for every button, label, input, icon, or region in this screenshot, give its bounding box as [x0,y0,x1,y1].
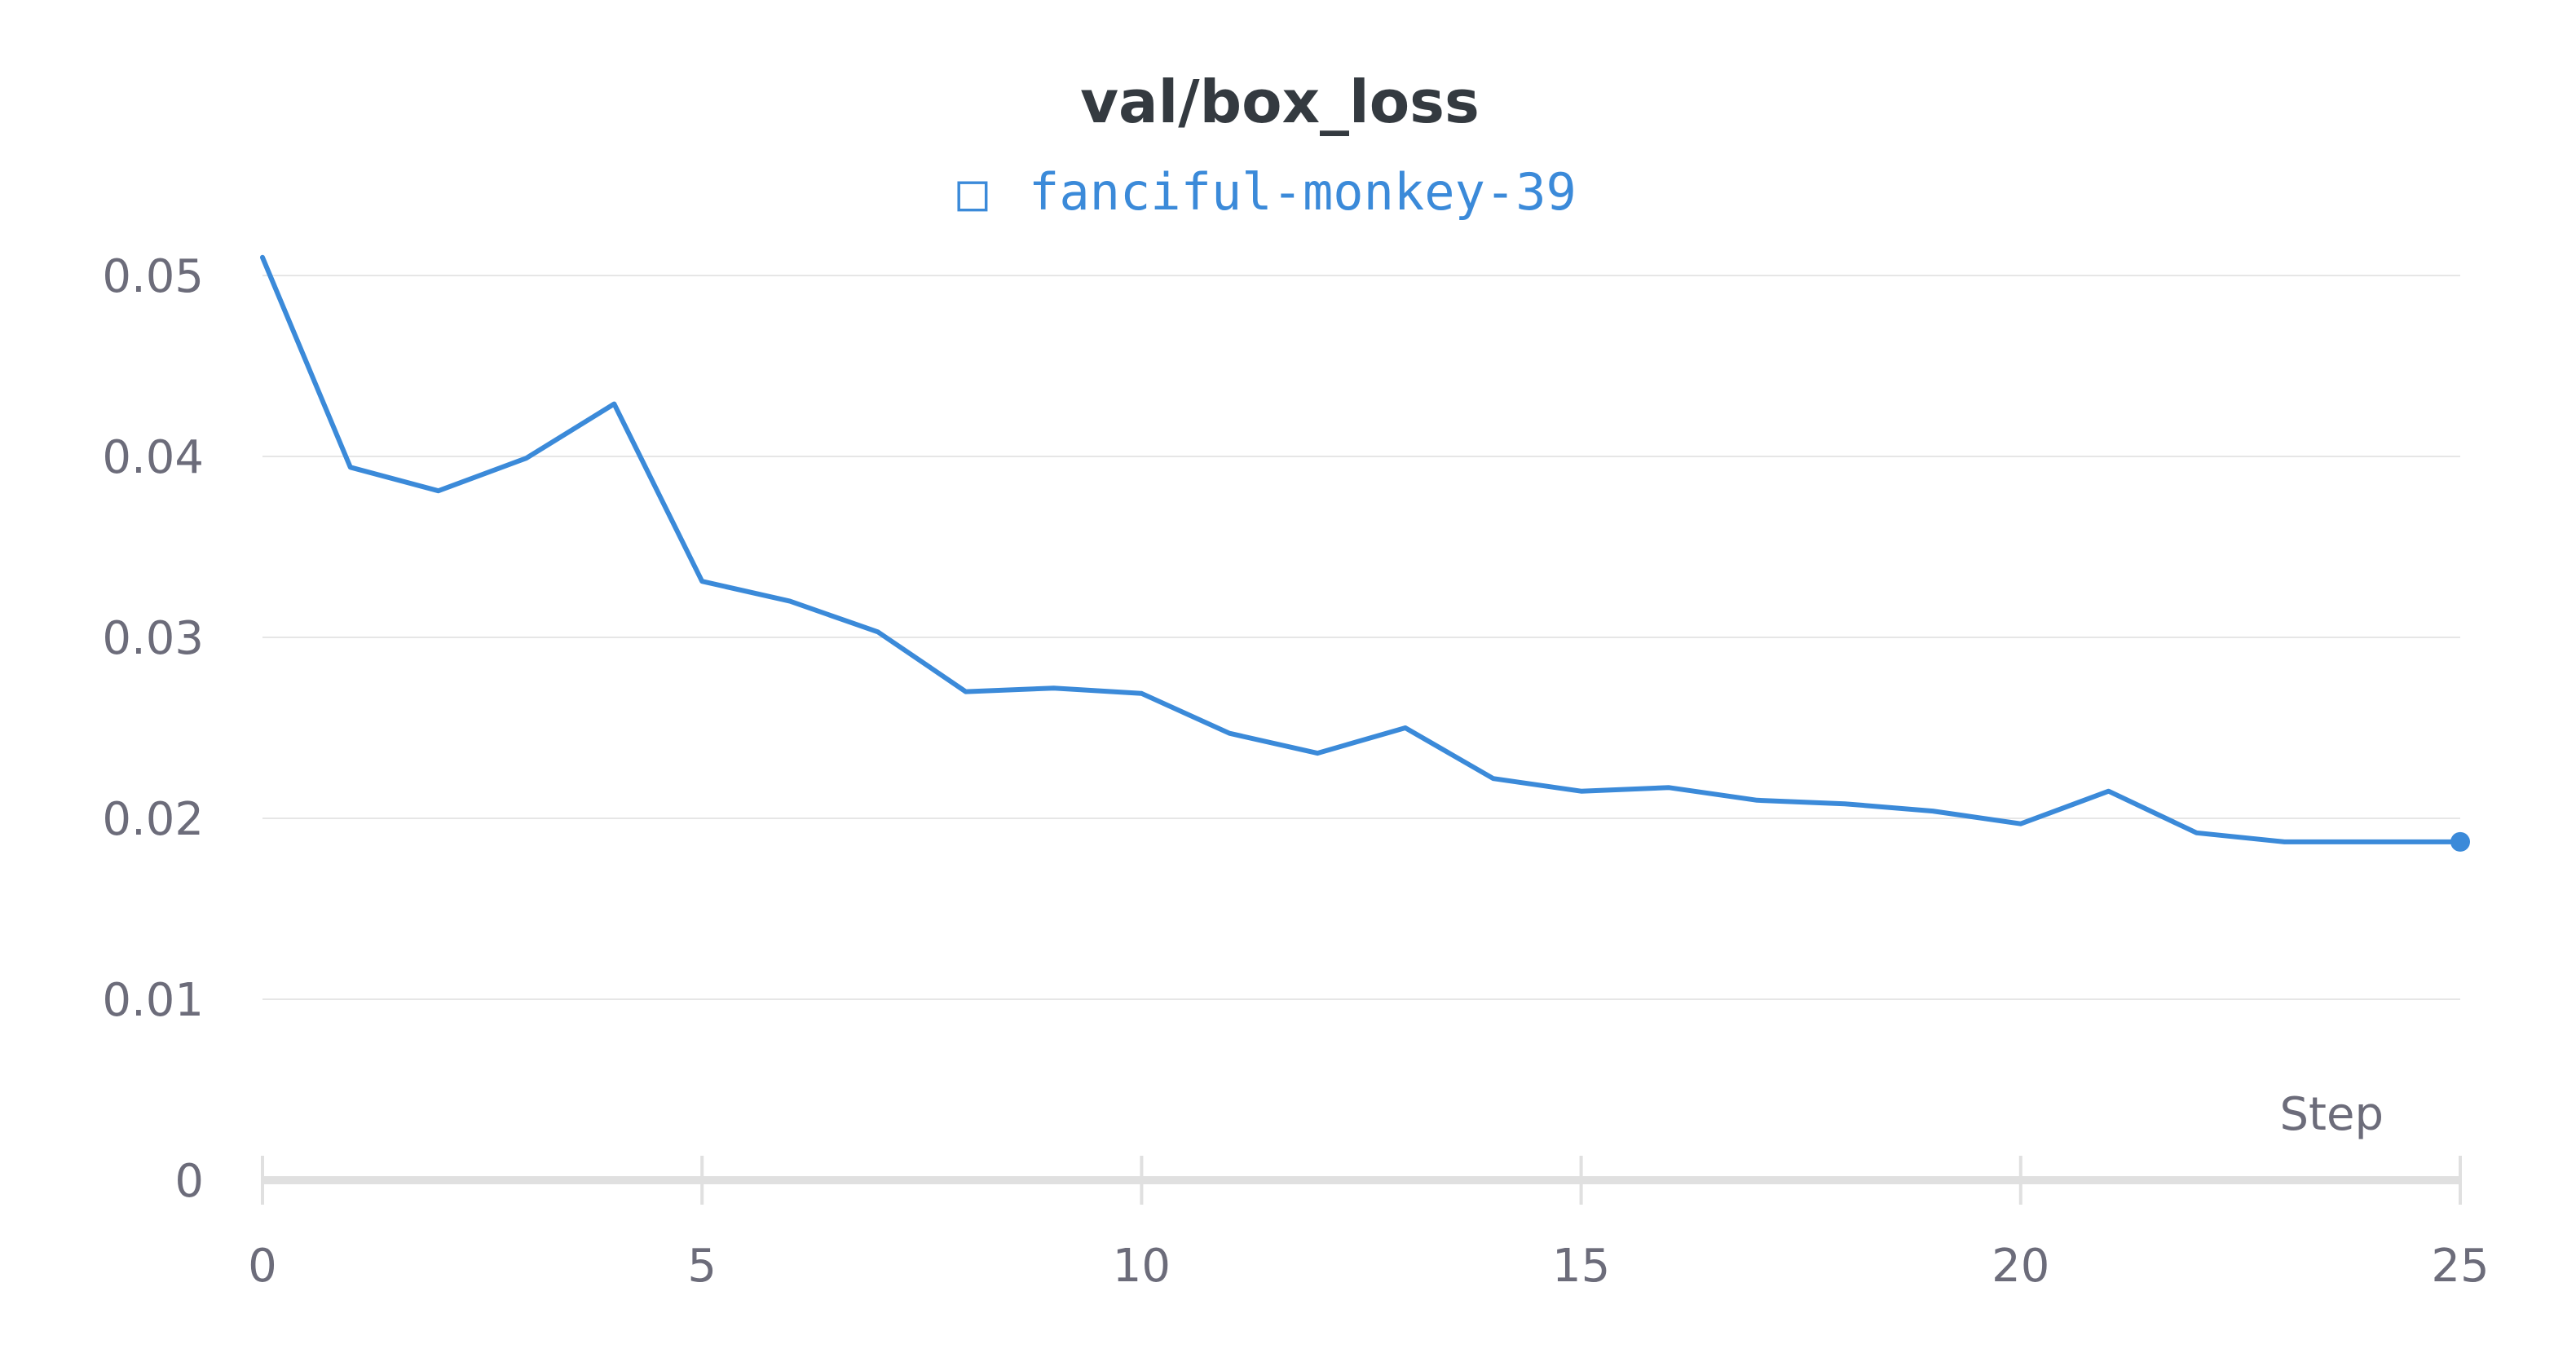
y-tick-label: 0 [174,1155,204,1208]
x-tick-label: 5 [687,1240,717,1293]
series-point[interactable] [873,627,883,637]
series-point[interactable] [2191,828,2201,838]
y-tick-label: 0.02 [102,793,204,846]
x-tick-label: 0 [248,1240,277,1293]
series-point[interactable] [961,687,971,697]
y-tick-label: 0.01 [102,974,204,1027]
x-axis-title: Step [2279,1088,2384,1141]
x-tick-label: 25 [2431,1240,2489,1293]
x-axis [261,1156,2462,1205]
legend-label: fanciful-monkey-39 [1029,162,1577,222]
series-point[interactable] [1489,773,1498,783]
series-point[interactable] [609,399,619,409]
series-point[interactable] [2016,819,2026,829]
series-layer [258,253,2470,852]
series-point[interactable] [2104,787,2114,796]
x-tick-label: 20 [1992,1240,2049,1293]
series-point[interactable] [434,486,443,496]
series-point[interactable] [1049,683,1059,693]
series-point[interactable] [1224,729,1234,738]
series-end-point[interactable] [2450,831,2470,852]
y-tick-labels: 0 0.01 0.02 0.03 0.04 0.05 [102,250,204,1208]
series-point[interactable] [346,462,355,472]
series-point[interactable] [1752,795,1762,805]
series-point[interactable] [1312,748,1322,758]
series-point[interactable] [258,253,267,262]
series-point[interactable] [697,576,707,586]
series-point[interactable] [785,597,795,606]
series-point[interactable] [1840,799,1850,809]
legend[interactable]: □ fanciful-monkey-39 [957,162,1577,222]
y-tick-label: 0.03 [102,612,204,665]
series-line[interactable] [260,254,2463,844]
series-point[interactable] [1577,787,1586,796]
legend-marker-icon: □ [957,162,988,222]
series-point[interactable] [522,453,532,463]
series-point[interactable] [1664,782,1674,792]
series-point[interactable] [1928,806,1938,816]
series-point[interactable] [2279,837,2289,847]
y-tick-label: 0.05 [102,250,204,303]
x-tick-labels: 0 5 10 15 20 25 [248,1240,2489,1293]
chart-title: val/box_loss [1080,68,1480,136]
x-tick-label: 15 [1552,1240,1610,1293]
series-point[interactable] [1400,723,1410,733]
series-point[interactable] [2367,837,2377,847]
x-tick-label: 10 [1113,1240,1171,1293]
series-point[interactable] [1136,689,1146,699]
y-tick-label: 0.04 [102,431,204,484]
grid-lines [262,275,2460,1000]
